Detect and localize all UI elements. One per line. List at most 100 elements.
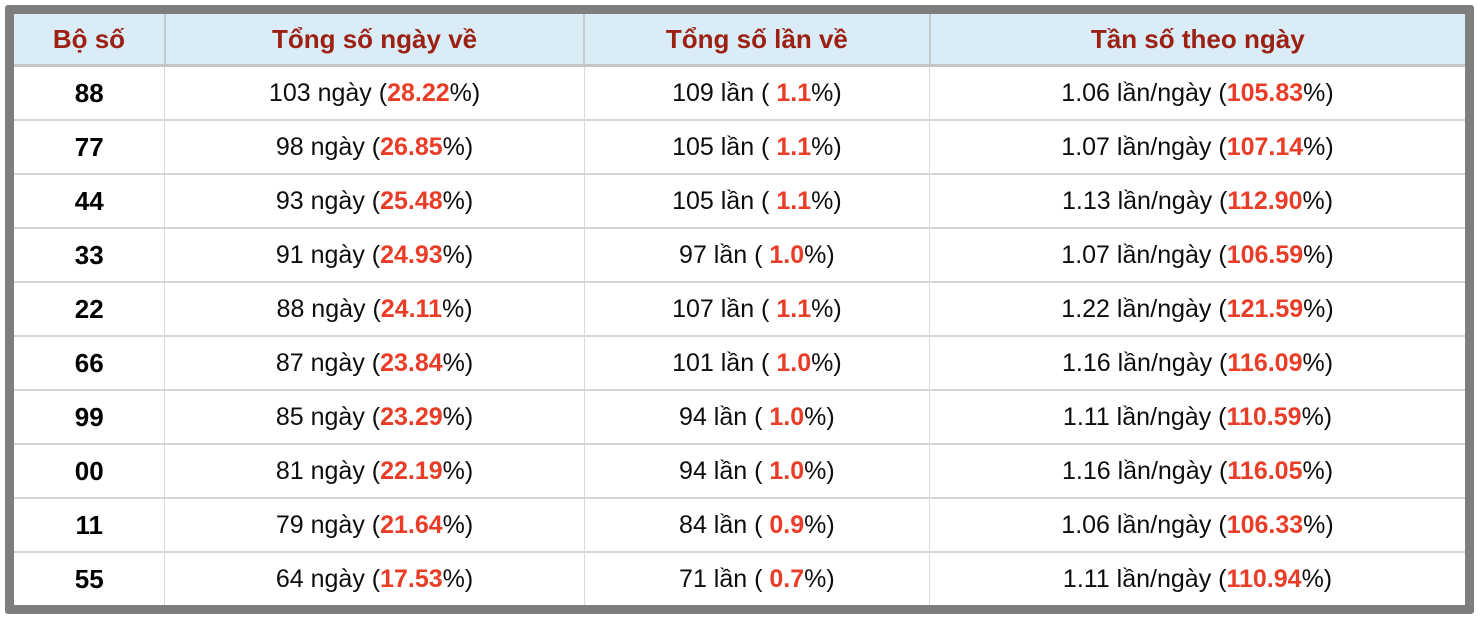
times-suffix: %) (811, 133, 842, 161)
days-percent: 22.19 (380, 457, 443, 485)
days-text: 91 ngày ( (275, 241, 381, 269)
times-cell: 107 lần ( 1.1%) (583, 281, 930, 336)
freq-text: 1.11 lần/ngày ( (1062, 565, 1227, 593)
freq-suffix: %) (1302, 457, 1334, 485)
days-suffix: %) (442, 565, 474, 593)
days-cell: 103 ngày (28.22%) (164, 64, 585, 120)
days-cell: 91 ngày (24.93%) (164, 227, 585, 282)
freq-cell: 1.06 lần/ngày (106.33%) (929, 497, 1465, 552)
pair-cell: 88 (14, 64, 165, 120)
freq-cell: 1.22 lần/ngày (121.59%) (929, 281, 1465, 336)
days-cell: 93 ngày (25.48%) (164, 173, 585, 228)
freq-suffix: %) (1303, 133, 1334, 161)
freq-suffix: %) (1303, 295, 1334, 323)
freq-text: 1.22 lần/ngày ( (1061, 295, 1227, 323)
freq-cell: 1.07 lần/ngày (107.14%) (929, 119, 1465, 174)
days-suffix: %) (442, 349, 474, 377)
times-cell: 71 lần ( 0.7%) (583, 551, 930, 605)
days-percent: 25.48 (380, 187, 443, 215)
table-row: 11 79 ngày (21.64%) 84 lần ( 0.9%) 1.06 … (14, 497, 1465, 552)
days-text: 98 ngày ( (275, 133, 381, 161)
freq-suffix: %) (1302, 187, 1334, 215)
times-text: 71 lần ( (679, 565, 770, 593)
freq-percent: 110.94 (1226, 565, 1302, 593)
table-row: 00 81 ngày (22.19%) 94 lần ( 1.0%) 1.16 … (14, 443, 1465, 498)
times-percent: 1.0 (769, 457, 805, 485)
days-suffix: %) (442, 457, 474, 485)
times-cell: 94 lần ( 1.0%) (583, 443, 930, 498)
times-percent: 1.0 (769, 241, 805, 269)
days-cell: 85 ngày (23.29%) (164, 389, 585, 444)
freq-percent: 121.59 (1226, 295, 1304, 323)
freq-suffix: %) (1301, 403, 1333, 431)
pair-cell: 11 (14, 497, 165, 552)
table-row: 66 87 ngày (23.84%) 101 lần ( 1.0%) 1.16… (14, 335, 1465, 390)
freq-cell: 1.16 lần/ngày (116.05%) (929, 443, 1465, 498)
table-row: 88 103 ngày (28.22%) 109 lần ( 1.1%) 1.0… (14, 64, 1465, 120)
times-suffix: %) (804, 565, 835, 593)
times-cell: 105 lần ( 1.1%) (583, 119, 930, 174)
times-cell: 94 lần ( 1.0%) (583, 389, 930, 444)
table-row: 33 91 ngày (24.93%) 97 lần ( 1.0%) 1.07 … (14, 227, 1465, 282)
days-percent: 24.11 (380, 295, 442, 323)
days-suffix: %) (442, 133, 474, 161)
header-row: Bộ số Tổng số ngày về Tổng số lần về Tần… (14, 14, 1465, 67)
days-cell: 88 ngày (24.11%) (164, 281, 585, 336)
days-percent: 23.29 (380, 403, 443, 431)
times-cell: 105 lần ( 1.1%) (583, 173, 930, 228)
freq-cell: 1.13 lần/ngày (112.90%) (929, 173, 1465, 228)
freq-text: 1.06 lần/ngày ( (1061, 79, 1227, 107)
pair-cell: 77 (14, 119, 165, 174)
days-text: 88 ngày ( (276, 295, 381, 323)
days-text: 93 ngày ( (275, 187, 381, 215)
pair-cell: 44 (14, 173, 165, 228)
days-suffix: %) (442, 241, 474, 269)
times-suffix: %) (804, 511, 835, 539)
times-suffix: %) (811, 349, 842, 377)
freq-cell: 1.06 lần/ngày (105.83%) (929, 64, 1465, 120)
times-percent: 1.1 (776, 295, 812, 323)
times-text: 94 lần ( (679, 403, 770, 431)
times-suffix: %) (811, 187, 842, 215)
days-cell: 79 ngày (21.64%) (164, 497, 585, 552)
table-row: 77 98 ngày (26.85%) 105 lần ( 1.1%) 1.07… (14, 119, 1465, 174)
times-percent: 1.1 (776, 133, 812, 161)
days-cell: 81 ngày (22.19%) (164, 443, 585, 498)
days-text: 64 ngày ( (275, 565, 381, 593)
freq-cell: 1.11 lần/ngày (110.59%) (929, 389, 1465, 444)
freq-text: 1.07 lần/ngày ( (1061, 241, 1227, 269)
header-daily-frequency: Tần số theo ngày (928, 14, 1465, 67)
table-row: 22 88 ngày (24.11%) 107 lần ( 1.1%) 1.22… (14, 281, 1465, 336)
days-percent: 28.22 (387, 79, 450, 107)
freq-percent: 116.05 (1227, 457, 1303, 485)
days-text: 81 ngày ( (275, 457, 381, 485)
days-suffix: %) (442, 403, 474, 431)
times-text: 107 lần ( (672, 295, 777, 323)
freq-suffix: %) (1303, 241, 1334, 269)
days-text: 85 ngày ( (275, 403, 381, 431)
table-row: 44 93 ngày (25.48%) 105 lần ( 1.1%) 1.13… (14, 173, 1465, 228)
days-percent: 26.85 (380, 133, 443, 161)
stats-table-body: 88 103 ngày (28.22%) 109 lần ( 1.1%) 1.0… (14, 64, 1465, 605)
days-percent: 23.84 (380, 349, 443, 377)
days-text: 79 ngày ( (275, 511, 381, 539)
times-text: 97 lần ( (679, 241, 770, 269)
days-cell: 98 ngày (26.85%) (164, 119, 585, 174)
times-cell: 109 lần ( 1.1%) (583, 64, 930, 120)
freq-cell: 1.11 lần/ngày (110.94%) (929, 551, 1465, 605)
freq-percent: 106.59 (1226, 241, 1304, 269)
times-text: 84 lần ( (679, 511, 770, 539)
times-percent: 0.7 (769, 565, 805, 593)
days-cell: 64 ngày (17.53%) (164, 551, 585, 605)
days-suffix: %) (442, 187, 474, 215)
times-suffix: %) (804, 403, 835, 431)
pair-cell: 66 (14, 335, 165, 390)
freq-percent: 112.90 (1227, 187, 1303, 215)
days-suffix: %) (441, 295, 473, 323)
freq-text: 1.11 lần/ngày ( (1062, 403, 1227, 431)
days-percent: 24.93 (380, 241, 443, 269)
pair-cell: 33 (14, 227, 165, 282)
header-total-days: Tổng số ngày về (163, 14, 585, 67)
times-cell: 97 lần ( 1.0%) (583, 227, 930, 282)
